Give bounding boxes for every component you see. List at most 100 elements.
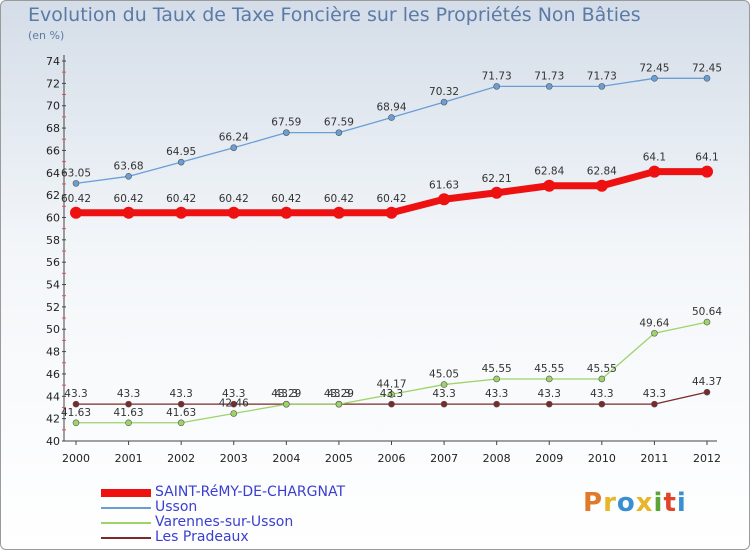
data-point bbox=[440, 400, 448, 408]
data-label: 43.3 bbox=[643, 388, 666, 400]
data-point bbox=[651, 75, 658, 82]
data-point bbox=[230, 400, 238, 408]
x-tick-label: 2009 bbox=[535, 452, 563, 465]
data-label: 70.32 bbox=[429, 86, 459, 98]
data-point bbox=[701, 165, 713, 178]
y-tick-label: 46 bbox=[46, 368, 60, 381]
data-point bbox=[598, 375, 606, 383]
data-label: 43.3 bbox=[432, 388, 455, 400]
data-label: 42.46 bbox=[219, 398, 249, 410]
data-point bbox=[651, 400, 658, 408]
data-label: 49.64 bbox=[639, 317, 669, 329]
y-tick-label: 50 bbox=[46, 323, 60, 336]
data-label: 60.42 bbox=[61, 193, 91, 205]
x-tick-label: 2001 bbox=[115, 452, 143, 465]
data-point bbox=[651, 329, 658, 337]
data-point bbox=[545, 375, 553, 383]
data-point bbox=[177, 419, 185, 427]
data-label: 72.45 bbox=[692, 62, 722, 74]
data-point bbox=[598, 400, 606, 408]
logo-letter: i bbox=[676, 488, 687, 518]
data-label: 44.37 bbox=[692, 376, 722, 388]
data-point bbox=[122, 206, 135, 219]
logo-letter: i bbox=[653, 488, 664, 518]
series-lines bbox=[70, 75, 713, 427]
data-label: 43.3 bbox=[485, 388, 508, 400]
data-point bbox=[388, 114, 395, 121]
data-point bbox=[72, 419, 80, 427]
data-label: 71.73 bbox=[534, 70, 564, 82]
data-label: 68.94 bbox=[376, 102, 406, 114]
data-point bbox=[72, 180, 80, 187]
data-label: 43.3 bbox=[590, 388, 613, 400]
y-tick-label: 64 bbox=[46, 167, 60, 180]
legend-label: SAINT-RéMY-DE-CHARGNAT bbox=[155, 484, 346, 500]
x-tick-label: 2003 bbox=[220, 452, 248, 465]
data-label: 67.59 bbox=[271, 117, 301, 129]
data-point bbox=[125, 419, 132, 427]
data-point bbox=[438, 193, 451, 206]
x-tick-label: 2010 bbox=[588, 452, 616, 465]
data-label: 43.3 bbox=[275, 388, 298, 400]
y-tick-label: 58 bbox=[46, 234, 60, 247]
data-point bbox=[493, 400, 500, 408]
proxiti-logo: Proxiti bbox=[583, 488, 687, 518]
legend-label: Varennes-sur-Usson bbox=[155, 514, 294, 530]
y-tick-label: 60 bbox=[46, 211, 60, 224]
x-tick-label: 2005 bbox=[325, 452, 353, 465]
data-label: 43.3 bbox=[327, 388, 350, 400]
data-point bbox=[490, 186, 503, 199]
data-label: 61.63 bbox=[429, 179, 459, 191]
data-label: 60.42 bbox=[114, 193, 144, 205]
x-tick-label: 2002 bbox=[167, 452, 195, 465]
data-label: 71.73 bbox=[482, 70, 512, 82]
axes: 40 42 44 46 48 50 52 54 56 58 60 62 64 66 68 70 72 74 2000… bbox=[46, 55, 721, 465]
data-label: 41.63 bbox=[114, 407, 144, 419]
data-label: 60.42 bbox=[376, 193, 406, 205]
data-label: 45.55 bbox=[482, 363, 512, 375]
data-label: 43.29 bbox=[271, 388, 301, 400]
data-point bbox=[230, 144, 238, 152]
data-label: 41.63 bbox=[61, 407, 91, 419]
logo-letter: o bbox=[616, 488, 636, 518]
data-label: 62.84 bbox=[587, 166, 617, 178]
legend-swatch bbox=[101, 488, 151, 497]
data-point bbox=[493, 375, 500, 383]
legend-swatch bbox=[101, 506, 151, 509]
x-tick-label: 2007 bbox=[430, 452, 458, 465]
data-label: 63.05 bbox=[61, 167, 91, 179]
y-tick-label: 72 bbox=[46, 77, 60, 90]
logo-letter: x bbox=[635, 488, 654, 518]
legend-swatch bbox=[101, 521, 151, 524]
x-tick-label: 2012 bbox=[693, 452, 721, 465]
data-point bbox=[595, 179, 608, 192]
data-label: 72.45 bbox=[639, 62, 669, 74]
y-tick-label: 54 bbox=[46, 279, 60, 292]
data-point bbox=[283, 400, 290, 408]
data-point bbox=[177, 400, 185, 408]
data-label: 43.3 bbox=[64, 388, 87, 400]
data-point bbox=[72, 400, 80, 408]
y-tick-label: 48 bbox=[46, 346, 60, 359]
x-tick-label: 2004 bbox=[272, 452, 300, 465]
legend-swatch bbox=[101, 536, 151, 539]
chart-unit: (en %) bbox=[28, 29, 65, 42]
data-point bbox=[543, 179, 556, 192]
data-point bbox=[648, 165, 661, 178]
data-point bbox=[440, 98, 448, 106]
y-tick-label: 66 bbox=[46, 144, 60, 157]
data-label: 43.3 bbox=[222, 388, 245, 400]
x-tick-label: 2000 bbox=[62, 452, 90, 465]
x-tick-label: 2011 bbox=[640, 452, 668, 465]
data-label: 43.3 bbox=[117, 388, 140, 400]
data-label: 45.05 bbox=[429, 369, 459, 381]
data-point bbox=[703, 388, 711, 396]
data-label: 64.1 bbox=[643, 152, 666, 164]
data-point bbox=[125, 400, 132, 408]
data-label: 43.3 bbox=[538, 388, 561, 400]
y-tick-label: 74 bbox=[46, 55, 60, 68]
y-tick-label: 62 bbox=[46, 189, 60, 202]
y-tick-label: 52 bbox=[46, 301, 60, 314]
data-label: 60.42 bbox=[166, 193, 196, 205]
